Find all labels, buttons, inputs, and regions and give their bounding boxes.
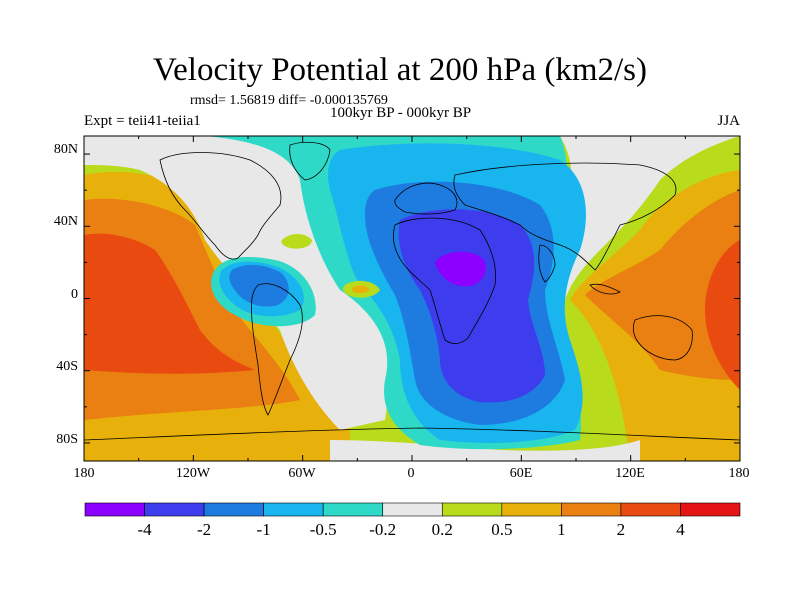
y-tick-label: 80S bbox=[56, 432, 78, 447]
y-tick-label: 0 bbox=[71, 287, 78, 302]
season-label: JJA bbox=[717, 113, 740, 129]
x-tick-label: 0 bbox=[407, 466, 415, 481]
coastline bbox=[394, 182, 458, 215]
x-tick-label: 60W bbox=[288, 466, 316, 481]
x-tick-label: 120E bbox=[615, 466, 645, 481]
chart-subtitle: 100kyr BP - 000kyr BP bbox=[330, 105, 472, 121]
contour-region bbox=[705, 240, 740, 390]
colorbar-label: 0.2 bbox=[431, 520, 453, 539]
colorbar-label: 0.5 bbox=[491, 520, 513, 539]
y-tick-label: 80N bbox=[53, 142, 78, 157]
coastline bbox=[289, 141, 331, 181]
coastline bbox=[453, 162, 677, 271]
colorbar-label: -1 bbox=[256, 520, 271, 539]
coastline bbox=[632, 315, 693, 361]
colorbar-label: 4 bbox=[676, 520, 685, 539]
y-tick-label: 40S bbox=[56, 359, 78, 374]
x-tick-label: 120W bbox=[175, 466, 211, 481]
contour-region bbox=[352, 285, 370, 294]
colorbar-label: -2 bbox=[196, 520, 212, 539]
coastline bbox=[538, 244, 556, 283]
colorbar-label: -4 bbox=[137, 520, 152, 539]
stats-text: rmsd= 1.56819 diff= -0.000135769 bbox=[190, 93, 388, 108]
coastline bbox=[159, 152, 282, 260]
y-tick-label: 40N bbox=[53, 214, 78, 229]
colorbar-label: -0.5 bbox=[309, 520, 337, 539]
coastline bbox=[251, 283, 303, 416]
colorbar-label: 2 bbox=[616, 520, 626, 539]
contour-region bbox=[84, 233, 255, 374]
contour-region bbox=[585, 190, 740, 380]
x-tick-label: 180 bbox=[73, 466, 95, 481]
contour-region bbox=[557, 136, 740, 300]
colorbar-label: -0.2 bbox=[369, 520, 397, 539]
contour-region bbox=[229, 264, 289, 307]
coastline bbox=[589, 283, 621, 295]
colorbar-label: 1 bbox=[557, 520, 566, 539]
coastline bbox=[84, 427, 740, 441]
x-tick-label: 180 bbox=[728, 466, 750, 481]
contour-region bbox=[330, 440, 640, 461]
coastline bbox=[392, 217, 497, 344]
experiment-label: Expt = teii41-teiia1 bbox=[84, 113, 201, 129]
contour-region bbox=[281, 234, 312, 249]
contour-region bbox=[435, 251, 486, 287]
x-tick-label: 60E bbox=[509, 466, 533, 481]
chart-title: Velocity Potential at 200 hPa (km2/s) bbox=[152, 52, 648, 88]
contour-region bbox=[398, 209, 545, 403]
